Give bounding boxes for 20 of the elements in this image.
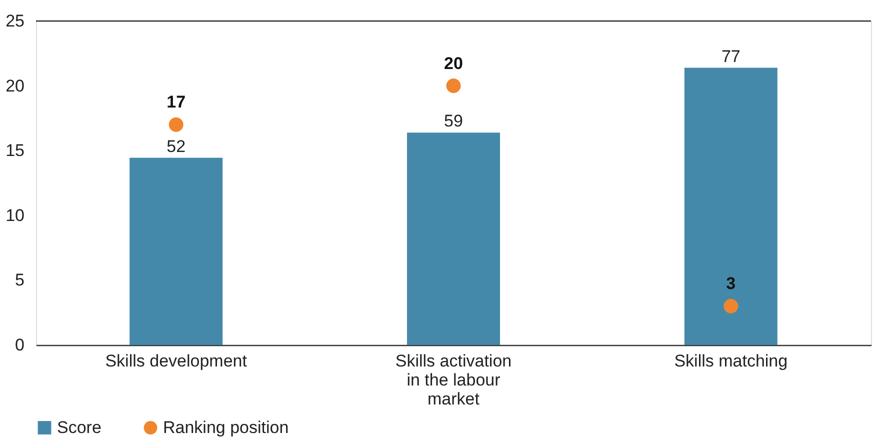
- legend-label: Score: [57, 418, 102, 437]
- data-label: 3: [726, 274, 736, 294]
- y-tick-label: 0: [15, 336, 24, 354]
- point: [446, 78, 461, 94]
- point: [724, 298, 738, 314]
- data-label: 20: [444, 54, 463, 73]
- data-label: 59: [444, 112, 463, 131]
- y-tick-label: 10: [6, 206, 24, 225]
- data-label: 52: [166, 136, 186, 156]
- y-tick-label: 20: [6, 76, 24, 96]
- y-tick-label: 15: [6, 141, 24, 160]
- legend-label: Ranking position: [163, 418, 289, 437]
- x-tick-label: Skills activation in the labour market: [395, 352, 512, 408]
- x-tick-label: Skills matching: [674, 352, 788, 370]
- data-label: 17: [166, 92, 186, 112]
- point: [168, 117, 184, 132]
- data-label: 77: [721, 46, 740, 66]
- x-tick-label: Skills development: [105, 352, 248, 370]
- y-tick-label: 25: [6, 12, 24, 30]
- y-tick-label: 5: [15, 270, 24, 290]
